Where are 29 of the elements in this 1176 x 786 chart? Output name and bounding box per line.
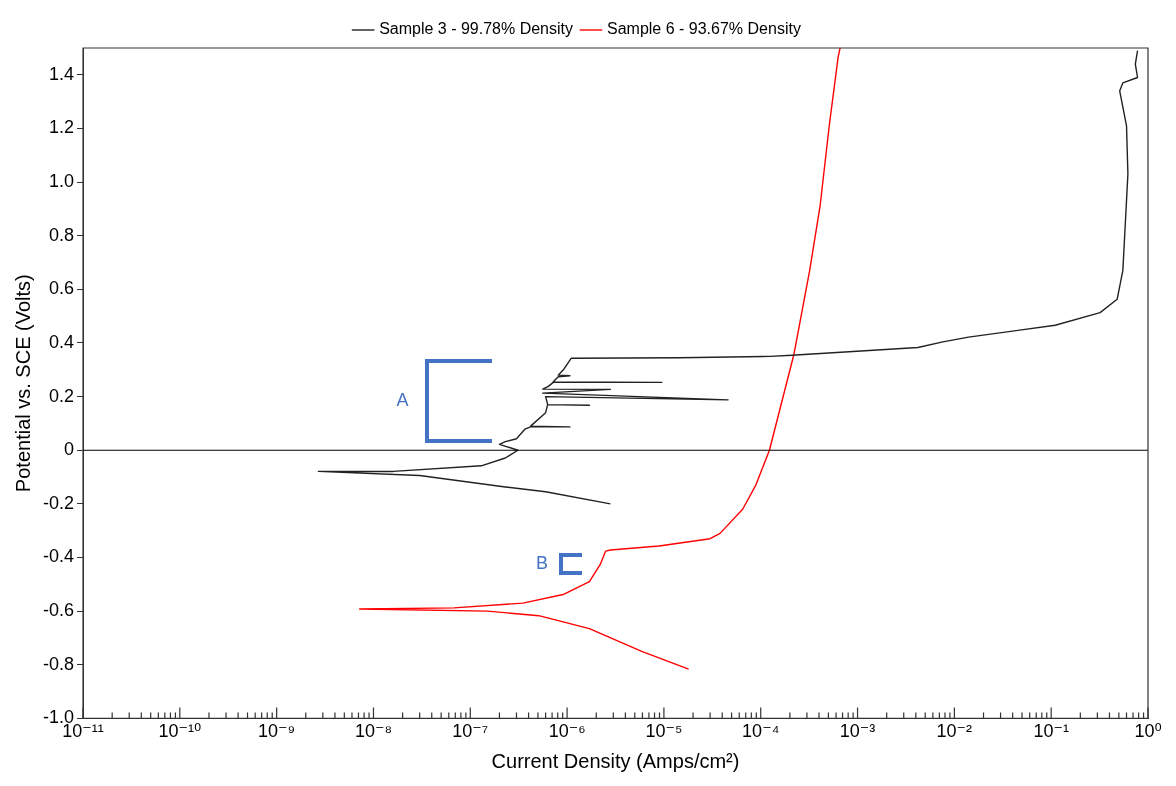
- x-tick-label: 10⁻⁹: [258, 721, 296, 742]
- y-tick-label: -0.8: [42, 653, 75, 674]
- y-tick-label: 1.0: [48, 171, 75, 192]
- x-tick-label: 10⁻⁴: [742, 721, 780, 742]
- y-tick-label: 1.2: [48, 117, 75, 138]
- legend-label: Sample 3 - 99.78% Density: [379, 20, 573, 38]
- y-tick-label: -0.2: [42, 492, 75, 513]
- y-tick-label: 0.6: [48, 278, 75, 299]
- annotation: B: [536, 552, 549, 573]
- x-tick-label: 10⁰: [1134, 721, 1162, 742]
- x-tick-label: 10⁻²: [936, 721, 973, 742]
- y-tick-label: 0.4: [48, 331, 75, 352]
- y-tick-label: 0.2: [48, 385, 75, 406]
- y-tick-label: -0.6: [42, 600, 75, 621]
- legend-label: Sample 6 - 93.67% Density: [607, 20, 801, 38]
- x-tick-label: 10⁻⁸: [354, 721, 393, 742]
- x-tick-label: 10⁻⁷: [452, 721, 489, 742]
- annotation: A: [396, 389, 409, 410]
- y-tick-label: 0: [64, 439, 75, 460]
- x-tick-label: 10⁻³: [839, 721, 876, 742]
- x-tick-label: 10⁻¹: [1033, 721, 1069, 742]
- x-axis-title: Current Density (Amps/cm²): [491, 749, 740, 772]
- x-tick-label: 10⁻¹⁰: [158, 721, 202, 742]
- x-tick-label: 10⁻⁵: [645, 721, 683, 742]
- x-tick-label: 10⁻⁶: [548, 721, 586, 742]
- y-axis-title: Potential vs. SCE (Volts): [11, 274, 34, 493]
- y-tick-label: 0.8: [48, 224, 75, 245]
- y-tick-label: -0.4: [42, 546, 75, 567]
- y-tick-label: 1.4: [48, 63, 75, 84]
